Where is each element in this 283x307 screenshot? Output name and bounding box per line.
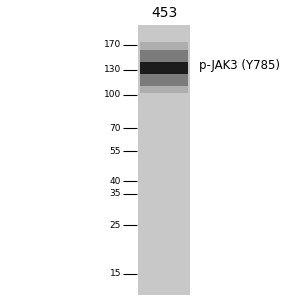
Text: 100: 100 bbox=[104, 90, 121, 99]
Bar bbox=[140, 50, 188, 86]
Text: 55: 55 bbox=[110, 146, 121, 156]
Text: 130: 130 bbox=[104, 65, 121, 74]
Text: 453: 453 bbox=[151, 6, 177, 20]
Text: 170: 170 bbox=[104, 40, 121, 49]
Text: 35: 35 bbox=[110, 189, 121, 198]
Text: 70: 70 bbox=[110, 124, 121, 133]
Text: 25: 25 bbox=[110, 221, 121, 230]
Bar bbox=[138, 25, 190, 295]
Text: 15: 15 bbox=[110, 269, 121, 278]
Text: 40: 40 bbox=[110, 177, 121, 185]
Bar bbox=[140, 62, 188, 74]
Bar bbox=[140, 42, 188, 93]
Text: p-JAK3 (Y785): p-JAK3 (Y785) bbox=[199, 59, 280, 72]
